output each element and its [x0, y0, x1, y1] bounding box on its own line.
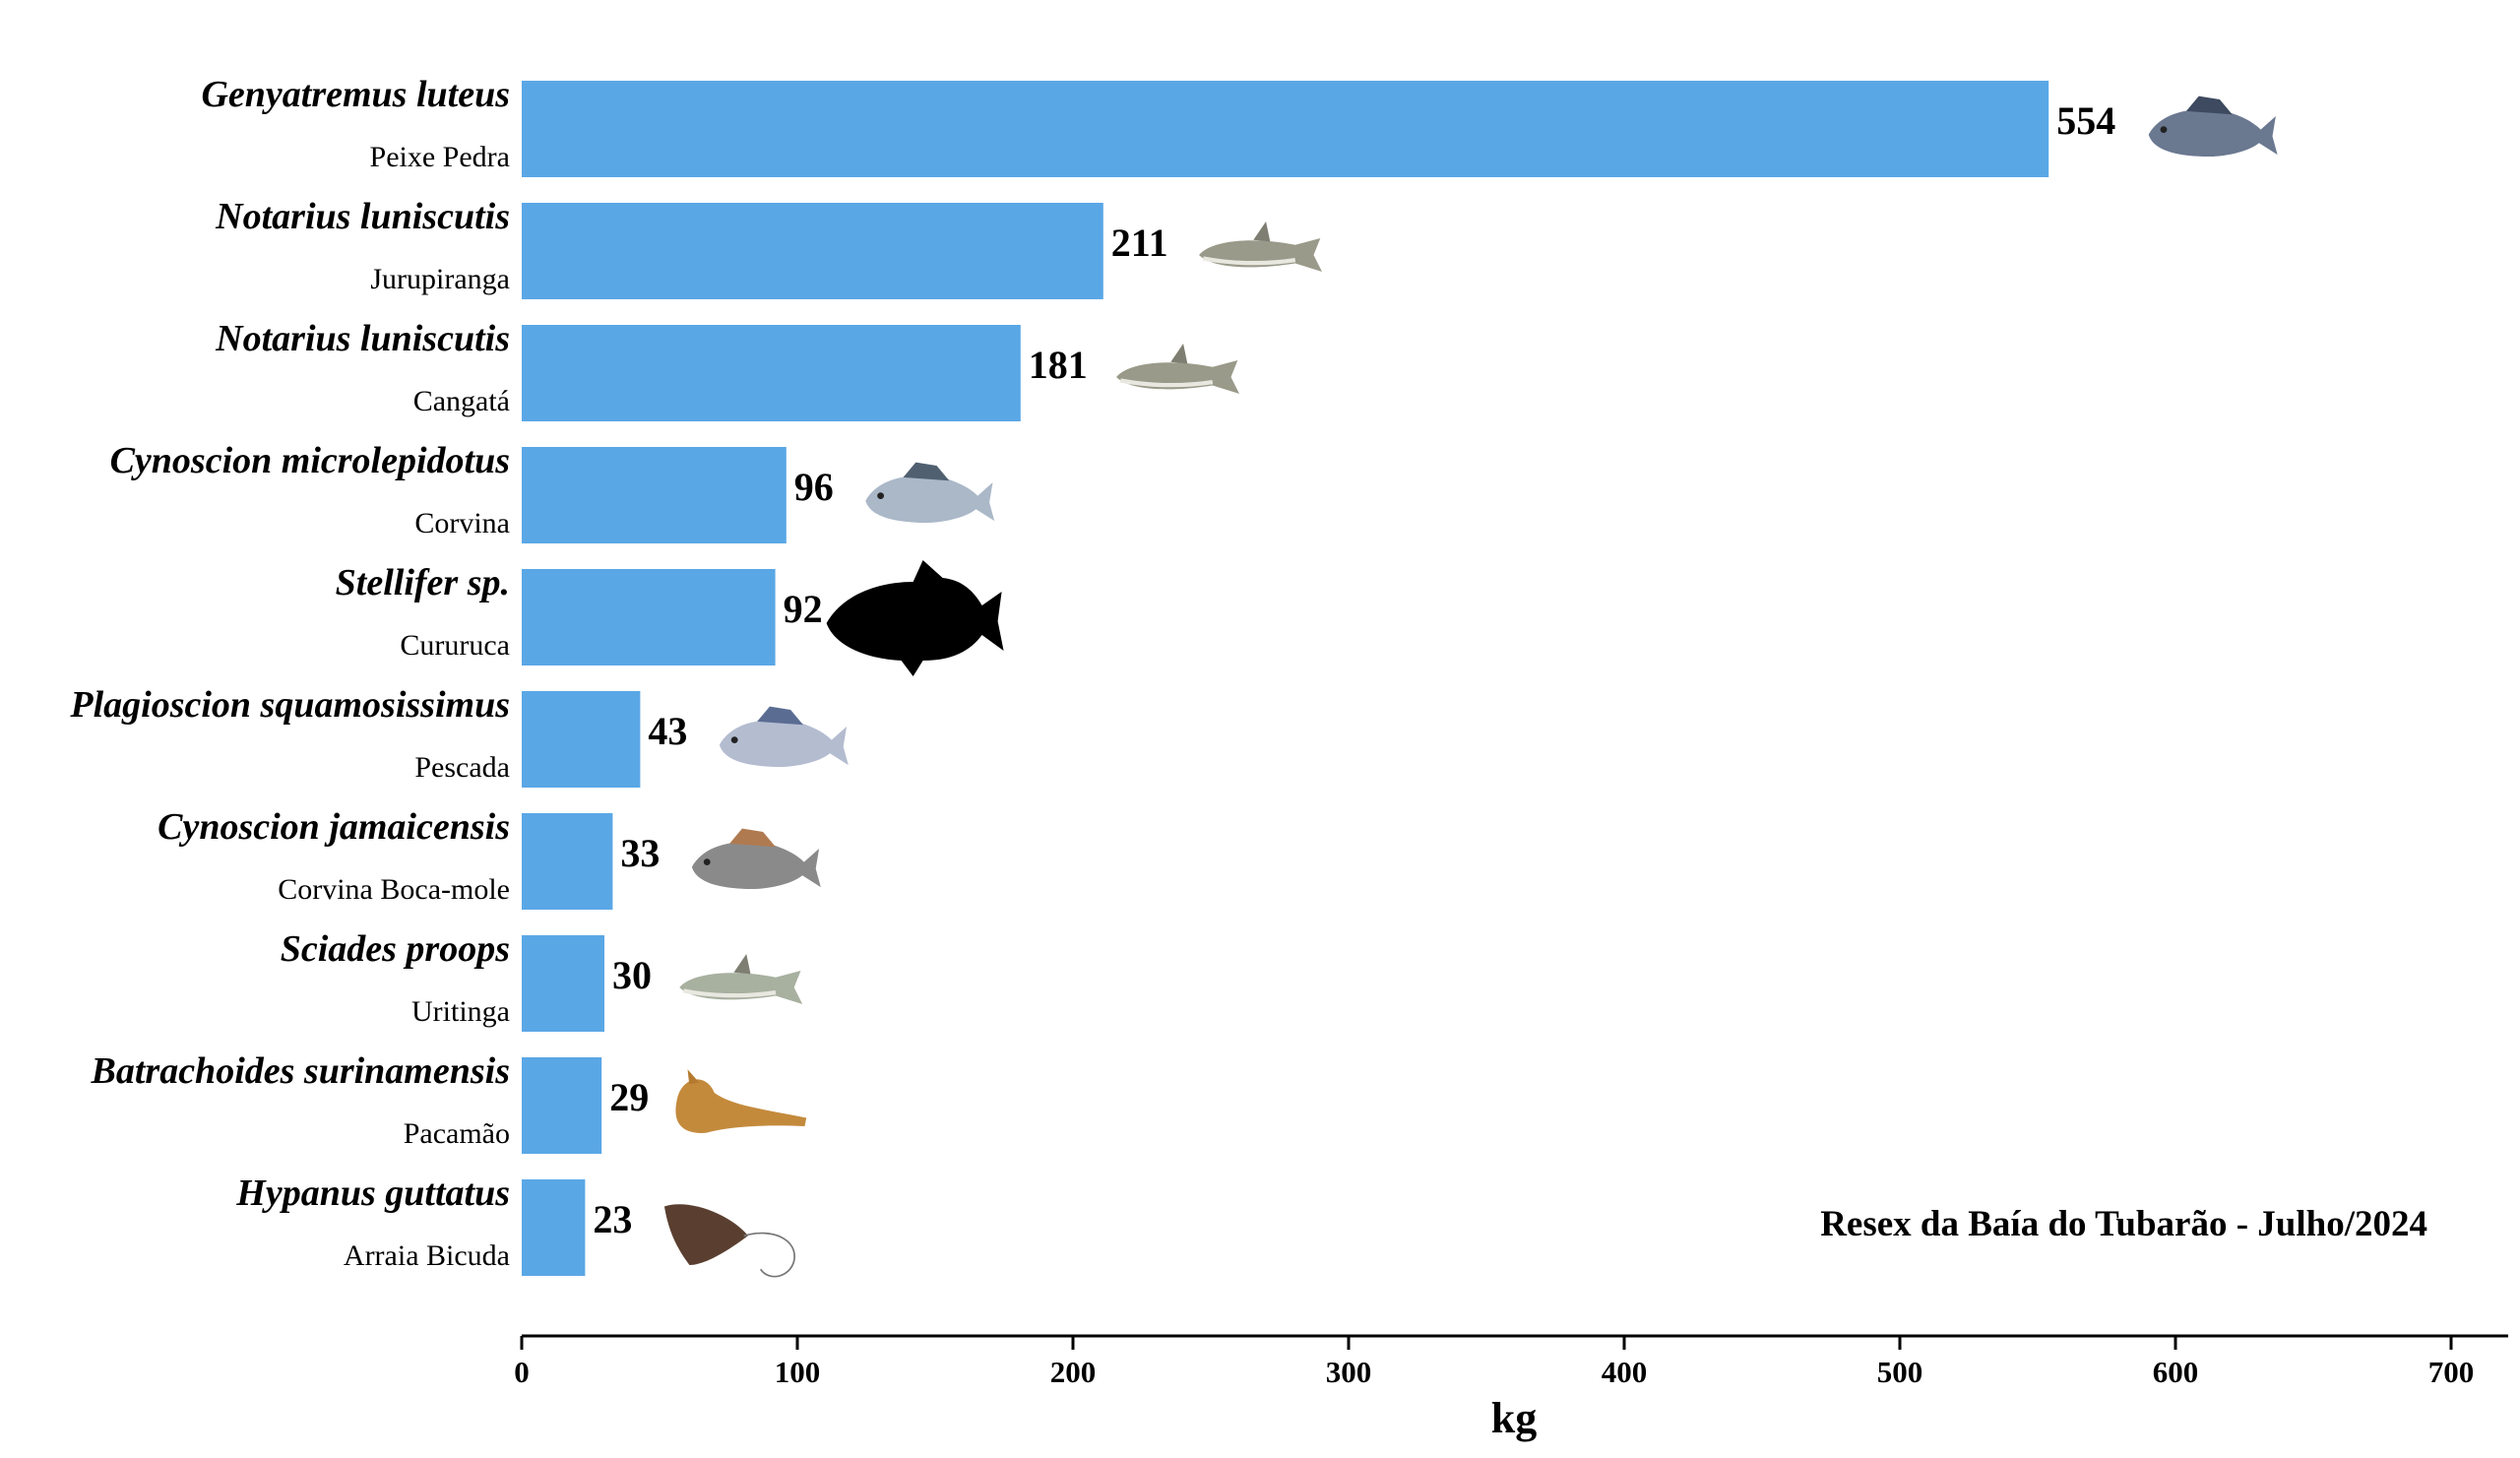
bar-value-label: 96 [794, 465, 834, 509]
bar-value-label: 554 [2056, 98, 2115, 143]
x-tick-label: 100 [775, 1355, 821, 1389]
catfish-icon [1116, 344, 1239, 394]
bar [522, 935, 604, 1032]
bar [522, 569, 776, 666]
x-tick-label: 300 [1326, 1355, 1372, 1389]
x-tick-label: 400 [1602, 1355, 1648, 1389]
bar-value-label: 43 [648, 709, 687, 753]
bar-value-label: 29 [609, 1075, 649, 1119]
peixe-pedra-fish-icon [2148, 95, 2278, 158]
x-tick-label: 0 [514, 1355, 530, 1389]
uritinga-catfish-icon [679, 954, 803, 1004]
bars-group: Genyatremus luteus Peixe Pedra 554 Notarius… [69, 74, 2278, 1278]
species-scientific-label: Batrachoides surinamensis [91, 1050, 511, 1092]
species-scientific-label: Stellifer sp. [336, 562, 510, 603]
species-common-label: Pacamão [404, 1117, 510, 1150]
species-scientific-label: Plagioscion squamosissimus [69, 684, 510, 726]
bar [522, 81, 2049, 177]
bar [522, 447, 787, 543]
bar [522, 813, 613, 910]
x-tick-label: 500 [1877, 1355, 1923, 1389]
pescada-fish-icon [719, 706, 849, 768]
species-scientific-label: Genyatremus luteus [201, 74, 510, 115]
species-common-label: Corvina [414, 507, 510, 539]
bar-value-label: 30 [612, 953, 652, 997]
bar [522, 325, 1021, 421]
bar-value-label: 23 [593, 1197, 632, 1241]
species-scientific-label: Hypanus guttatus [235, 1173, 510, 1214]
catfish-icon [1199, 222, 1322, 272]
species-scientific-label: Sciades proops [281, 928, 510, 970]
bar-value-label: 33 [620, 831, 660, 875]
x-tick-label: 600 [2153, 1355, 2199, 1389]
species-common-label: Cangatá [413, 385, 510, 417]
corvina-fish-icon [865, 462, 995, 524]
x-tick-label: 700 [2428, 1355, 2475, 1389]
bar [522, 1179, 586, 1276]
x-axis-label: kg [1491, 1394, 1537, 1442]
species-common-label: Jurupiranga [370, 263, 510, 295]
species-scientific-label: Notarius luniscutis [215, 196, 510, 237]
bar [522, 203, 1103, 299]
x-axis: 0 100 200 300 400 500 600 700 [514, 1334, 2508, 1389]
species-scientific-label: Cynoscion jamaicensis [158, 806, 510, 848]
stingray-icon [663, 1204, 795, 1278]
bar [522, 691, 641, 788]
fish-silhouette-icon [826, 560, 1004, 676]
species-common-label: Corvina Boca-mole [278, 873, 510, 906]
x-tick-label: 200 [1050, 1355, 1097, 1389]
toadfish-icon [675, 1069, 807, 1133]
species-common-label: Pescada [414, 751, 510, 784]
bar-value-label: 181 [1029, 343, 1088, 387]
bar-value-label: 211 [1111, 221, 1168, 265]
species-common-label: Peixe Pedra [370, 141, 510, 173]
bar-value-label: 92 [784, 587, 823, 631]
species-common-label: Arraia Bicuda [344, 1239, 510, 1272]
species-scientific-label: Cynoscion microlepidotus [110, 440, 510, 481]
corvina-boca-mole-fish-icon [691, 828, 821, 890]
chart-annotation: Resex da Baía do Tubarão - Julho/2024 [1820, 1204, 2427, 1244]
species-common-label: Cururuca [400, 629, 510, 662]
species-common-label: Uritinga [411, 995, 510, 1028]
bar [522, 1057, 602, 1154]
species-scientific-label: Notarius luniscutis [215, 318, 510, 359]
